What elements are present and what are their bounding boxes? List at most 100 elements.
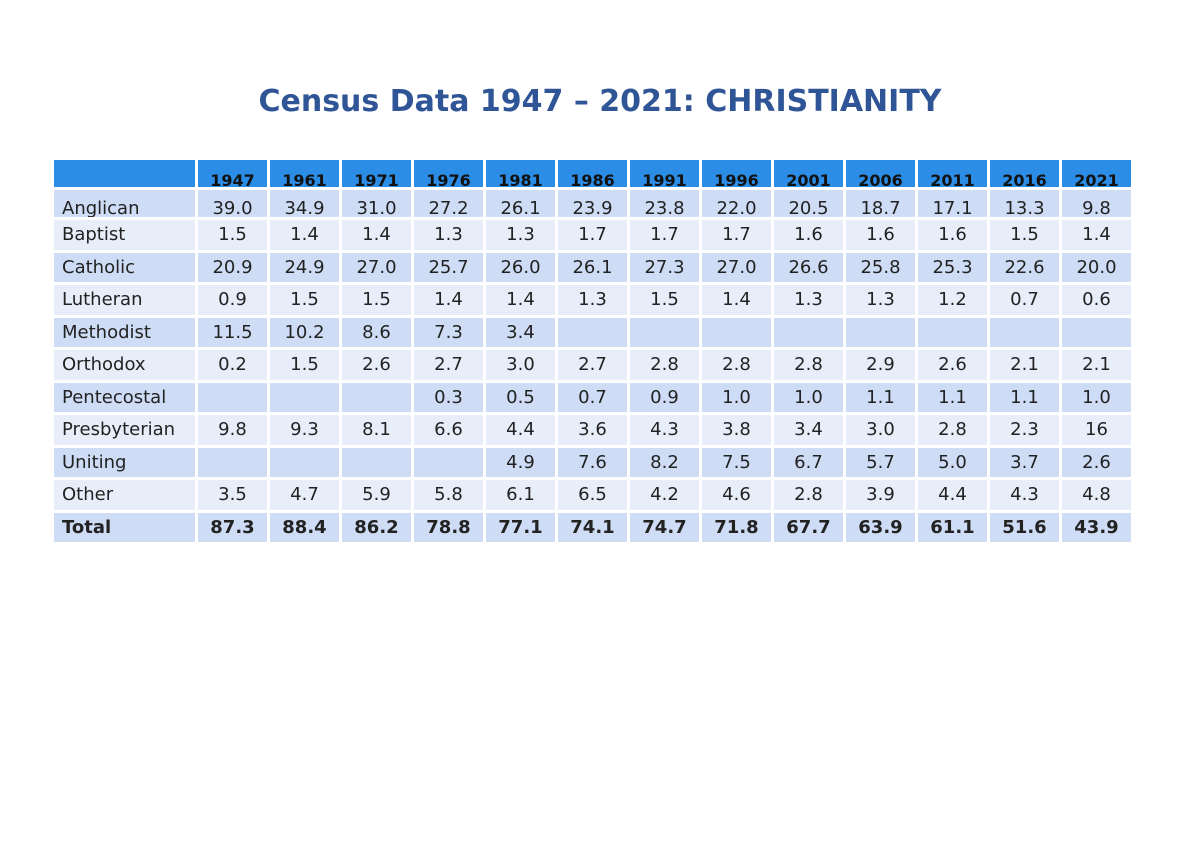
value-cell: 78.8 bbox=[414, 512, 483, 542]
table-row: Orthodox 0.2 1.5 2.6 2.7 3.0 2.7 2.8 2.8 2.8 2.9 2.… bbox=[54, 350, 1131, 380]
table-row: Anglican 39.0 34.9 31.0 27.2 26.1 23.9 23.8 22.0… bbox=[54, 190, 1131, 217]
cell-text: 26.1 bbox=[500, 198, 541, 218]
cell-text: 23.9 bbox=[572, 198, 613, 218]
cell-text: 20.5 bbox=[788, 198, 829, 218]
year-label: 1991 bbox=[642, 171, 687, 187]
cell-text: 9.8 bbox=[1082, 198, 1111, 218]
row-label: Anglican bbox=[54, 190, 195, 217]
value-cell: 87.3 bbox=[198, 512, 267, 542]
row-label: Presbyterian bbox=[54, 415, 195, 445]
value-cell: 0.5 bbox=[486, 382, 555, 412]
value-cell: 1.4 bbox=[342, 220, 411, 250]
value-cell: 1.3 bbox=[846, 285, 915, 315]
year-label: 1961 bbox=[282, 171, 327, 187]
value-cell: 1.3 bbox=[486, 220, 555, 250]
header-row: 1947 1961 1971 1976 1981 1986 1991 1996 2001 2006… bbox=[54, 160, 1131, 187]
value-cell: 1.5 bbox=[270, 285, 339, 315]
table-row: Baptist 1.5 1.4 1.4 1.3 1.3 1.7 1.7 1.7 1.6 1.6 1.6… bbox=[54, 220, 1131, 250]
value-cell: 1.0 bbox=[1062, 382, 1131, 412]
value-cell bbox=[702, 317, 771, 347]
cell-text: 34.9 bbox=[284, 198, 325, 218]
value-cell: 20.9 bbox=[198, 252, 267, 282]
year-header: 1976 bbox=[414, 160, 483, 187]
value-cell: 1.5 bbox=[270, 350, 339, 380]
value-cell: 0.3 bbox=[414, 382, 483, 412]
year-header: 1986 bbox=[558, 160, 627, 187]
cell-text: 18.7 bbox=[860, 198, 901, 218]
row-label: Catholic bbox=[54, 252, 195, 282]
value-cell: 7.5 bbox=[702, 447, 771, 477]
value-cell: 1.5 bbox=[342, 285, 411, 315]
value-cell: 0.2 bbox=[198, 350, 267, 380]
year-header: 1996 bbox=[702, 160, 771, 187]
value-cell: 27.2 bbox=[414, 190, 483, 217]
value-cell: 1.3 bbox=[558, 285, 627, 315]
value-cell: 3.7 bbox=[990, 447, 1059, 477]
year-label: 1996 bbox=[714, 171, 759, 187]
value-cell: 22.0 bbox=[702, 190, 771, 217]
value-cell: 2.8 bbox=[774, 480, 843, 510]
census-table: 1947 1961 1971 1976 1981 1986 1991 1996 2001 2006… bbox=[51, 157, 1134, 545]
value-cell: 3.8 bbox=[702, 415, 771, 445]
value-cell: 25.7 bbox=[414, 252, 483, 282]
value-cell: 25.3 bbox=[918, 252, 987, 282]
value-cell: 20.0 bbox=[1062, 252, 1131, 282]
row-label: Orthodox bbox=[54, 350, 195, 380]
value-cell: 51.6 bbox=[990, 512, 1059, 542]
value-cell: 4.7 bbox=[270, 480, 339, 510]
value-cell: 71.8 bbox=[702, 512, 771, 542]
year-label: 2021 bbox=[1074, 171, 1119, 187]
value-cell: 1.5 bbox=[198, 220, 267, 250]
value-cell bbox=[990, 317, 1059, 347]
year-label: 2006 bbox=[858, 171, 903, 187]
value-cell: 74.1 bbox=[558, 512, 627, 542]
row-label: Baptist bbox=[54, 220, 195, 250]
value-cell: 3.0 bbox=[486, 350, 555, 380]
value-cell: 26.6 bbox=[774, 252, 843, 282]
table-row: Lutheran 0.9 1.5 1.5 1.4 1.4 1.3 1.5 1.4 1.3 1.3 1.… bbox=[54, 285, 1131, 315]
value-cell: 4.3 bbox=[630, 415, 699, 445]
value-cell: 8.1 bbox=[342, 415, 411, 445]
value-cell: 4.2 bbox=[630, 480, 699, 510]
cell-text: 22.0 bbox=[716, 198, 757, 218]
value-cell: 26.1 bbox=[558, 252, 627, 282]
value-cell bbox=[342, 382, 411, 412]
value-cell bbox=[846, 317, 915, 347]
value-cell: 2.6 bbox=[918, 350, 987, 380]
value-cell bbox=[774, 317, 843, 347]
value-cell: 5.0 bbox=[918, 447, 987, 477]
year-header: 1991 bbox=[630, 160, 699, 187]
row-label: Methodist bbox=[54, 317, 195, 347]
year-header: 1971 bbox=[342, 160, 411, 187]
value-cell: 2.8 bbox=[774, 350, 843, 380]
value-cell: 63.9 bbox=[846, 512, 915, 542]
cell-text: 17.1 bbox=[932, 198, 973, 218]
value-cell bbox=[414, 447, 483, 477]
value-cell: 3.6 bbox=[558, 415, 627, 445]
value-cell: 0.9 bbox=[198, 285, 267, 315]
value-cell: 77.1 bbox=[486, 512, 555, 542]
value-cell: 23.9 bbox=[558, 190, 627, 217]
value-cell bbox=[918, 317, 987, 347]
value-cell: 1.1 bbox=[846, 382, 915, 412]
year-label: 1981 bbox=[498, 171, 543, 187]
year-label: 2011 bbox=[930, 171, 975, 187]
value-cell: 1.7 bbox=[558, 220, 627, 250]
value-cell: 24.9 bbox=[270, 252, 339, 282]
value-cell: 3.4 bbox=[486, 317, 555, 347]
value-cell: 31.0 bbox=[342, 190, 411, 217]
year-label: 1947 bbox=[210, 171, 255, 187]
table-row: Methodist 11.5 10.2 8.6 7.3 3.4 bbox=[54, 317, 1131, 347]
year-header: 1981 bbox=[486, 160, 555, 187]
value-cell: 1.6 bbox=[846, 220, 915, 250]
value-cell: 1.3 bbox=[774, 285, 843, 315]
value-cell: 16 bbox=[1062, 415, 1131, 445]
year-header: 1961 bbox=[270, 160, 339, 187]
value-cell: 2.8 bbox=[918, 415, 987, 445]
value-cell: 39.0 bbox=[198, 190, 267, 217]
value-cell: 5.8 bbox=[414, 480, 483, 510]
row-label: Other bbox=[54, 480, 195, 510]
table-row: Catholic 20.9 24.9 27.0 25.7 26.0 26.1 27.3 27.0… bbox=[54, 252, 1131, 282]
value-cell: 9.8 bbox=[198, 415, 267, 445]
value-cell: 3.0 bbox=[846, 415, 915, 445]
